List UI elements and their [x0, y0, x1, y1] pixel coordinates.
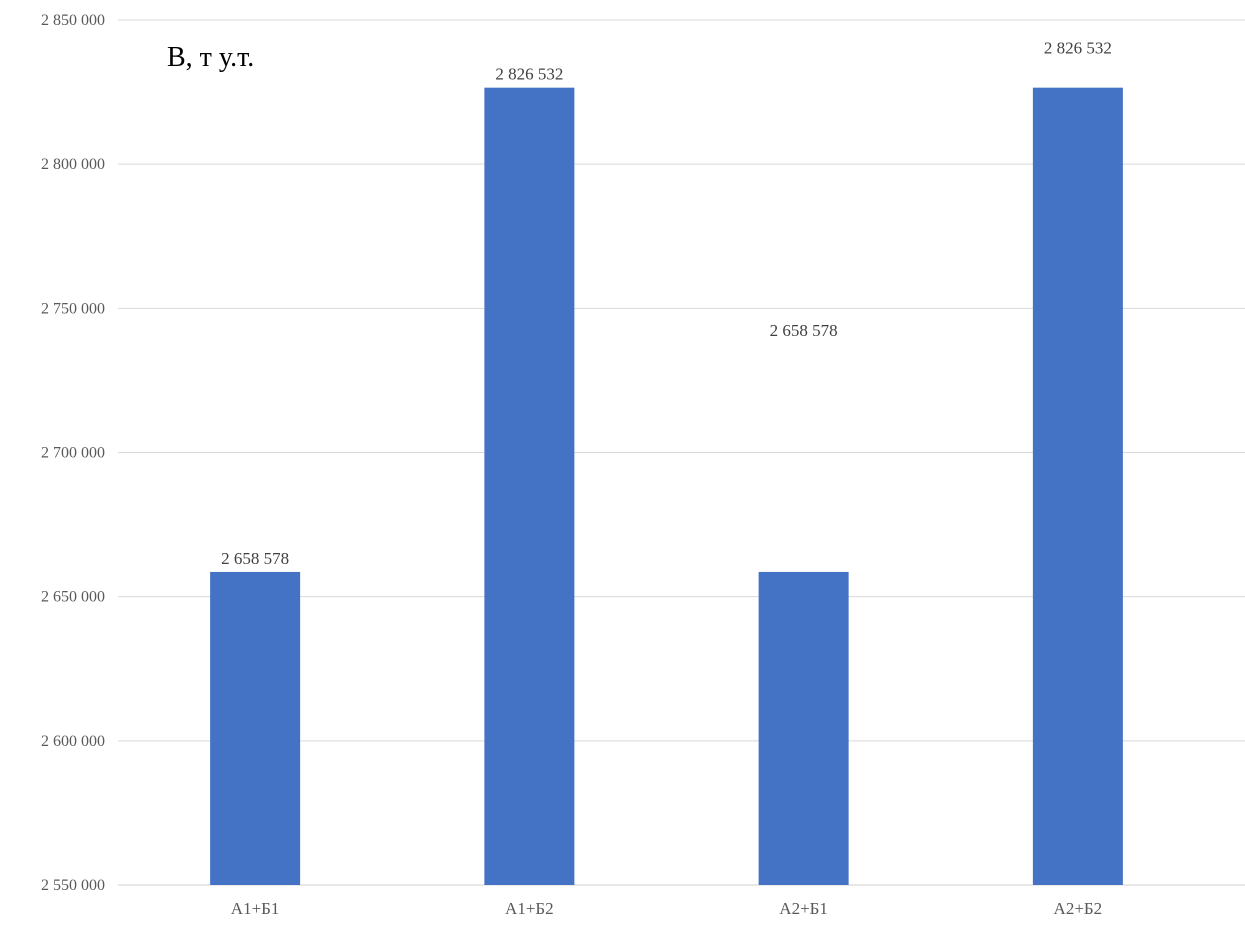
bar — [758, 571, 849, 885]
y-axis-tick-labels: 2 550 000 2 600 000 2 650 000 2 700 000 2 75… — [41, 12, 105, 894]
y-tick-label: 2 650 000 — [41, 589, 105, 606]
data-label: 2 826 532 — [1044, 39, 1112, 58]
x-category-label: А1+Б1 — [231, 899, 280, 918]
y-tick-label: 2 800 000 — [41, 156, 105, 173]
y-tick-label: 2 750 000 — [41, 300, 105, 317]
data-label: 2 826 532 — [495, 65, 563, 84]
bar — [210, 571, 301, 885]
gridlines — [118, 19, 1245, 886]
y-tick-label: 2 700 000 — [41, 445, 105, 462]
y-tick-label: 2 550 000 — [41, 877, 105, 894]
x-category-label: А2+Б2 — [1054, 899, 1103, 918]
x-axis-category-labels: А1+Б1 А1+Б2 А2+Б1 А2+Б2 — [231, 899, 1102, 918]
data-label: 2 658 578 — [770, 321, 838, 340]
x-category-label: А2+Б1 — [779, 899, 828, 918]
bar — [1032, 87, 1123, 885]
y-axis-unit-label: В, т у.т. — [167, 42, 254, 73]
x-category-label: А1+Б2 — [505, 899, 554, 918]
y-tick-label: 2 600 000 — [41, 733, 105, 750]
bars — [210, 87, 1123, 885]
y-tick-label: 2 850 000 — [41, 12, 105, 29]
data-labels: 2 658 578 2 826 532 2 658 578 2 826 532 — [221, 39, 1112, 568]
bar — [484, 87, 575, 885]
data-label: 2 658 578 — [221, 549, 289, 568]
